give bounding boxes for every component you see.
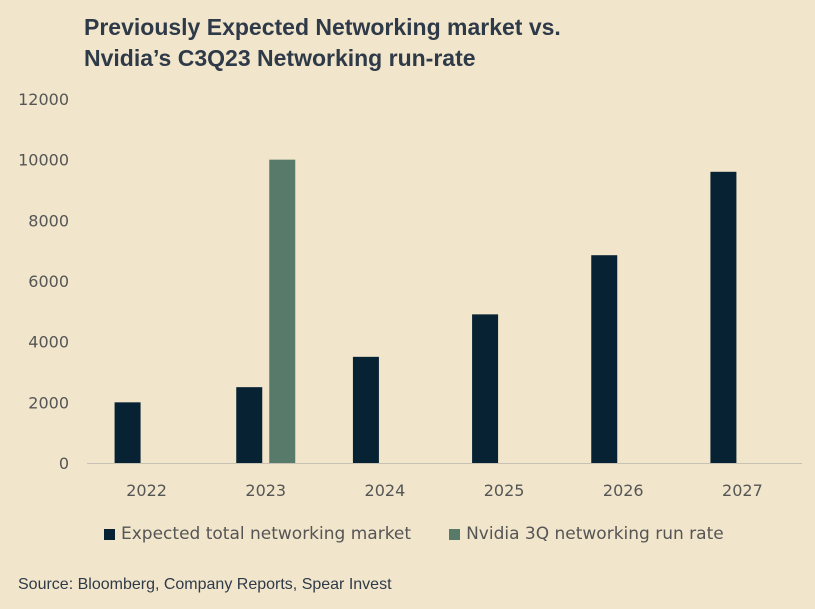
y-tick-label: 0 <box>59 454 69 473</box>
y-tick-label: 6000 <box>28 272 69 291</box>
legend-item-nvidia: Nvidia 3Q networking run rate <box>449 524 724 544</box>
legend-label-expected: Expected total networking market <box>121 524 412 544</box>
chart-title-line-1: Previously Expected Networking market vs… <box>84 14 561 40</box>
y-tick-label: 12000 <box>18 90 69 109</box>
legend-label-nvidia: Nvidia 3Q networking run rate <box>466 524 724 544</box>
bar-expected-2027 <box>710 171 737 464</box>
bar-expected-2024 <box>352 356 379 463</box>
x-tick-label: 2023 <box>245 481 286 500</box>
source-note: Source: Bloomberg, Company Reports, Spea… <box>18 576 392 593</box>
bar-expected-2026 <box>591 255 618 463</box>
chart-legend: Expected total networking market Nvidia … <box>104 524 762 544</box>
x-tick-label: 2025 <box>484 481 525 500</box>
x-tick-label: 2027 <box>722 481 763 500</box>
bar-expected-2023 <box>236 387 263 463</box>
x-tick-label: 2022 <box>126 481 167 500</box>
chart-title-line-2: Nvidia’s C3Q23 Networking run-rate <box>84 45 476 71</box>
y-tick-label: 4000 <box>28 333 69 352</box>
legend-swatch-nvidia <box>449 528 461 540</box>
legend-item-expected: Expected total networking market <box>104 524 411 544</box>
x-tick-label: 2026 <box>603 481 644 500</box>
y-tick-label: 2000 <box>28 393 69 412</box>
bar-nvidia-2023 <box>269 159 296 463</box>
bar-expected-2022 <box>114 402 141 463</box>
bar-expected-2025 <box>472 314 499 463</box>
x-tick-label: 2024 <box>365 481 406 500</box>
chart-title: Previously Expected Networking market vs… <box>84 12 784 74</box>
legend-swatch-expected <box>104 528 115 540</box>
y-tick-label: 10000 <box>18 151 69 170</box>
y-tick-label: 8000 <box>28 211 69 230</box>
